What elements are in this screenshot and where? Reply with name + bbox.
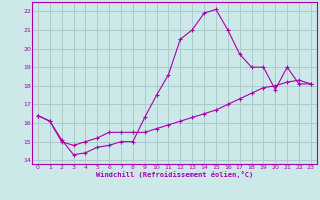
- X-axis label: Windchill (Refroidissement éolien,°C): Windchill (Refroidissement éolien,°C): [96, 171, 253, 178]
